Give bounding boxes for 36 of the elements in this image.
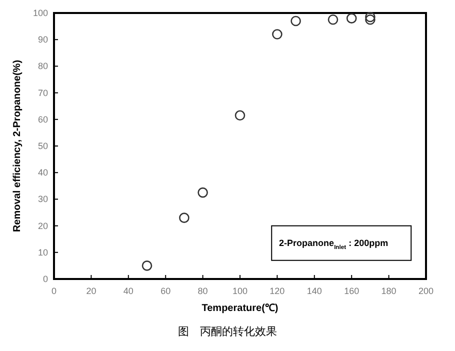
point [234, 110, 246, 121]
x-tick-label: 200 [418, 286, 434, 296]
x-tick-label: 80 [198, 286, 208, 296]
x-tick-label: 120 [270, 286, 285, 296]
y-tick-label: 50 [38, 141, 48, 151]
y-tick-label: 0 [42, 274, 48, 284]
x-tick-label: 20 [86, 286, 96, 296]
y-tick-label: 100 [32, 8, 48, 18]
point [179, 212, 190, 223]
text: 图 丙酮的转化效果 [178, 325, 277, 338]
point [272, 29, 282, 40]
x-tick-label: 160 [344, 286, 360, 296]
x-tick-label: 60 [160, 286, 171, 296]
x-tick-label: 0 [51, 286, 57, 296]
point [198, 187, 208, 198]
y-tick-label: 60 [38, 114, 48, 124]
x-tick-label: 100 [232, 286, 248, 296]
x-tick-label: 180 [381, 286, 396, 296]
y-tick-label: 40 [38, 168, 48, 178]
y-tick-label: 20 [38, 220, 48, 231]
point [328, 14, 338, 25]
y-axis-title: Removal efficiency, 2-Propanone(%) [12, 60, 23, 232]
point [346, 13, 357, 24]
point [290, 16, 301, 26]
y-tick-label: 80 [38, 61, 48, 72]
point [365, 12, 376, 22]
y-tick-label: 90 [38, 34, 48, 45]
point [365, 14, 376, 25]
y-tick-label: 10 [38, 247, 48, 258]
point [142, 260, 152, 271]
annotation: 2-Propanone$_{Inlet}$ : 200ppm [279, 238, 388, 251]
x-tick-label: 40 [123, 286, 134, 296]
x-tick-label: 140 [306, 286, 322, 296]
y-tick-label: 30 [38, 194, 48, 204]
y-tick-label: 70 [38, 88, 48, 98]
x-axis-title: Temperature(℃) [202, 303, 278, 314]
